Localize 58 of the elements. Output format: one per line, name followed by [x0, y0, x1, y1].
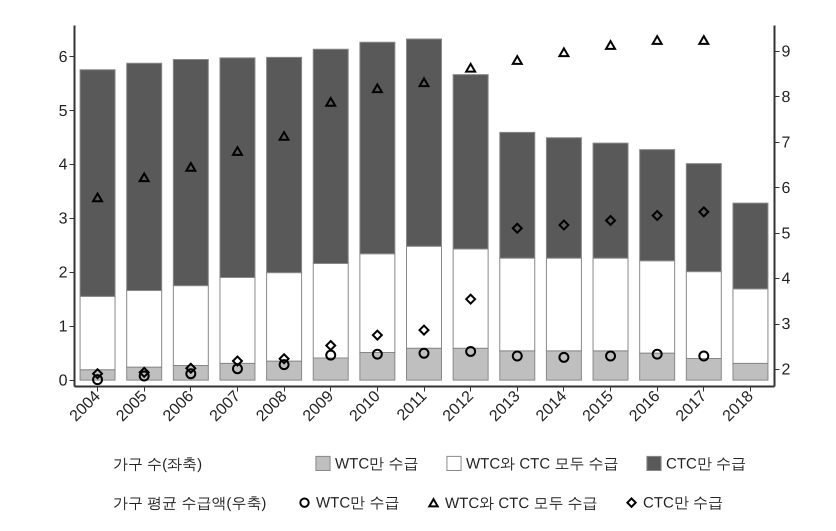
y2-tick-label: 4	[782, 270, 790, 288]
point	[418, 348, 430, 359]
point	[652, 35, 663, 45]
y-tick-label: 4	[58, 156, 68, 174]
point	[605, 350, 616, 362]
point	[278, 353, 290, 364]
point	[652, 210, 663, 221]
legend-label: WTC만 수급	[316, 494, 400, 512]
point	[418, 324, 430, 336]
point	[465, 62, 476, 73]
y2-tick-label: 3	[782, 316, 790, 334]
text: 가구 수(좌축)	[113, 456, 202, 473]
point	[278, 359, 290, 370]
point	[558, 220, 570, 231]
legend-label: WTC와 CTC 모두 수급	[466, 455, 618, 472]
point	[232, 146, 243, 156]
point	[512, 222, 523, 234]
y2-tick-label: 2	[782, 362, 790, 379]
y-tick-label: 6	[58, 48, 68, 66]
y2-tick-label: 5	[782, 225, 790, 242]
point	[325, 96, 336, 107]
point	[512, 350, 523, 362]
point	[558, 47, 570, 58]
y2-tick-label: 8	[782, 88, 790, 106]
point	[698, 206, 710, 218]
point	[698, 35, 710, 45]
point	[372, 348, 383, 360]
y-tick-label: 0	[58, 372, 68, 390]
y-tick-label: 2	[58, 264, 68, 282]
point	[92, 192, 104, 202]
point	[465, 294, 476, 305]
point	[232, 356, 243, 366]
point	[138, 172, 150, 182]
legend-label: WTC와 CTC 모두 수급	[445, 494, 598, 512]
y-tick-label: 5	[58, 102, 68, 120]
text: 가구 평균 수급액(우축)	[113, 495, 266, 512]
legend-label: WTC만 수급	[335, 455, 418, 472]
point	[325, 350, 336, 361]
y2-tick-label: 9	[782, 43, 790, 60]
point	[512, 55, 523, 65]
point	[185, 162, 196, 172]
point	[558, 352, 570, 363]
point	[372, 330, 383, 341]
point	[418, 77, 430, 88]
point	[325, 340, 336, 352]
point	[465, 346, 476, 357]
y2-tick-label: 6	[782, 180, 790, 197]
point	[605, 215, 616, 226]
point	[372, 83, 383, 94]
y2-tick-label: 7	[782, 134, 790, 152]
legend-label: CTC만 수급	[666, 455, 746, 472]
y-tick-label: 1	[58, 318, 68, 336]
legend-label: CTC만 수급	[643, 494, 723, 512]
point	[652, 348, 663, 360]
point	[278, 131, 290, 141]
point	[698, 350, 710, 362]
point	[605, 40, 616, 50]
y-tick-label: 3	[58, 210, 68, 228]
